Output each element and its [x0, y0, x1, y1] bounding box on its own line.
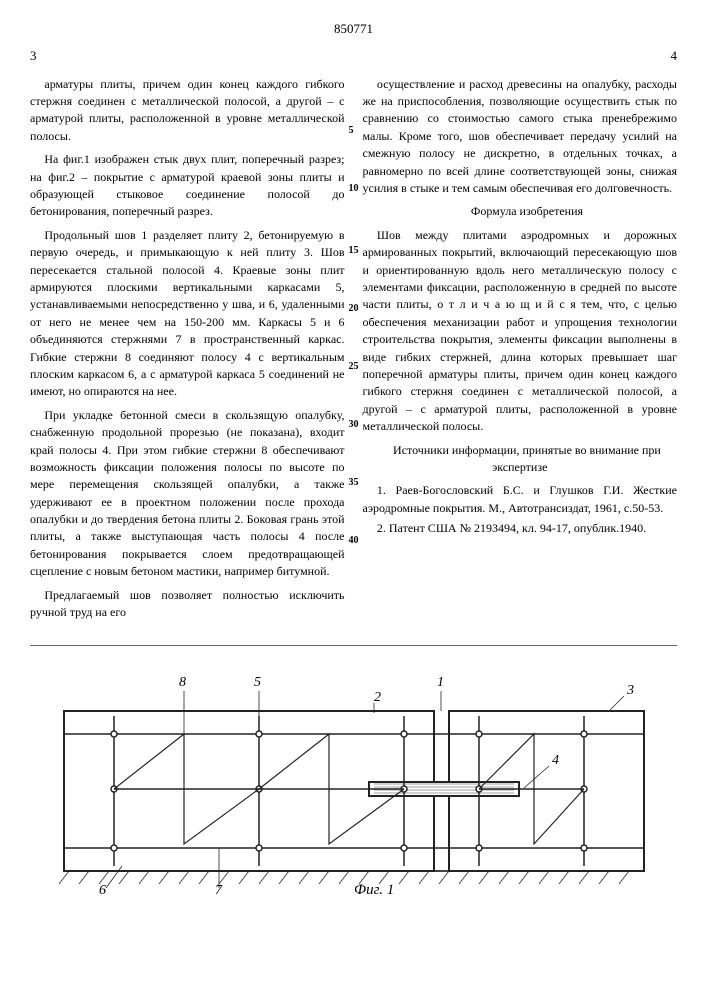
reference-item: 2. Патент США № 2193494, кл. 94-17, опуб…	[363, 520, 678, 537]
figure-label: Фиг. 1	[354, 882, 394, 896]
para: арматуры плиты, причем один конец каждог…	[30, 76, 345, 146]
para: При укладке бетонной смеси в скользящую …	[30, 407, 345, 581]
label-4: 4	[552, 753, 559, 768]
line-number: 35	[349, 476, 359, 491]
text-columns: арматуры плиты, причем один конец каждог…	[30, 76, 677, 628]
para: осуществление и расход древесины на опал…	[363, 76, 678, 198]
formula-title: Формула изобретения	[363, 203, 678, 220]
page-numbers: 3 4	[30, 47, 677, 66]
para: Шов между плитами аэродромных и дорожных…	[363, 227, 678, 436]
line-number: 40	[349, 534, 359, 549]
column-left: арматуры плиты, причем один конец каждог…	[30, 76, 345, 628]
label-8: 8	[179, 675, 186, 690]
label-2: 2	[374, 690, 381, 705]
label-5: 5	[254, 675, 261, 690]
line-number: 5	[349, 124, 354, 139]
page-num-right: 4	[671, 47, 678, 66]
para: Предлагаемый шов позволяет полностью иск…	[30, 587, 345, 622]
document-number: 850771	[30, 20, 677, 39]
label-7: 7	[215, 883, 223, 896]
sources-title: Источники информации, принятые во вниман…	[363, 442, 678, 477]
label-6: 6	[99, 883, 106, 896]
line-number: 25	[349, 360, 359, 375]
line-number: 10	[349, 182, 359, 197]
column-right: 5 10 15 20 25 30 35 40 осуществление и р…	[363, 76, 678, 628]
page-num-left: 3	[30, 47, 37, 66]
para: На фиг.1 изображен стык двух плит, попер…	[30, 151, 345, 221]
line-number: 20	[349, 302, 359, 317]
label-3: 3	[626, 683, 634, 698]
references: 1. Раев-Богословский Б.С. и Глушков Г.И.…	[363, 482, 678, 537]
reference-item: 1. Раев-Богословский Б.С. и Глушков Г.И.…	[363, 482, 678, 517]
line-number: 15	[349, 244, 359, 259]
figure-1: 8 5 1 2 3 4 6 7 Фиг. 1	[30, 645, 677, 896]
para: Продольный шов 1 разделяет плиту 2, бето…	[30, 227, 345, 401]
line-number: 30	[349, 418, 359, 433]
label-1: 1	[437, 675, 444, 690]
diagram-svg: 8 5 1 2 3 4 6 7 Фиг. 1	[44, 656, 664, 896]
